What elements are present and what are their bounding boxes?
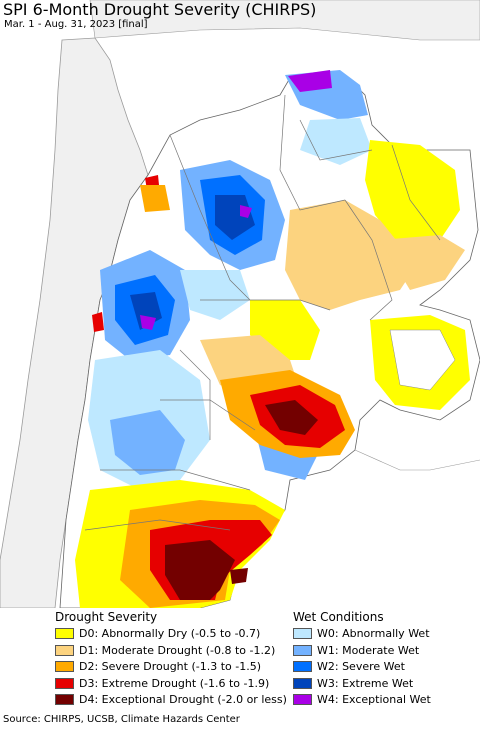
swatch-w1	[293, 644, 312, 656]
legend-label: D0: Abnormally Dry (-0.5 to -0.7)	[79, 627, 261, 640]
legend-label: W1: Moderate Wet	[317, 643, 420, 657]
source-footer: Source: CHIRPS, UCSB, Climate Hazards Ce…	[3, 714, 240, 725]
wet-legend-heading: Wet Conditions	[293, 610, 384, 624]
legend-label: D3: Extreme Drought (-1.6 to -1.9)	[79, 676, 270, 690]
drought-map	[0, 0, 480, 608]
legend-label: W0: Abnormally Wet	[317, 627, 430, 640]
swatch-d1	[55, 644, 74, 656]
drought-legend-heading: Drought Severity	[55, 610, 158, 624]
legend-label: D4: Exceptional Drought (-2.0 or less)	[79, 693, 287, 706]
swatch-w0	[293, 628, 312, 639]
legend-label: D2: Severe Drought (-1.3 to -1.5)	[79, 660, 262, 673]
legend-label: W4: Exceptional Wet	[317, 693, 431, 706]
swatch-w3	[293, 677, 312, 689]
north-land	[89, 0, 480, 41]
swatch-w2	[293, 661, 312, 672]
swatch-d3	[55, 677, 74, 689]
swatch-w4	[293, 694, 312, 705]
map-title: SPI 6-Month Drought Severity (CHIRPS)	[3, 0, 317, 19]
map-subtitle: Mar. 1 - Aug. 31, 2023 [final]	[4, 19, 148, 30]
legend-label: W3: Extreme Wet	[317, 676, 414, 690]
legend-label: W2: Severe Wet	[317, 660, 405, 673]
swatch-d4	[55, 694, 74, 705]
swatch-d2	[55, 661, 74, 672]
swatch-d0	[55, 628, 74, 639]
legend-label: D1: Moderate Drought (-0.8 to -1.2)	[79, 643, 276, 657]
